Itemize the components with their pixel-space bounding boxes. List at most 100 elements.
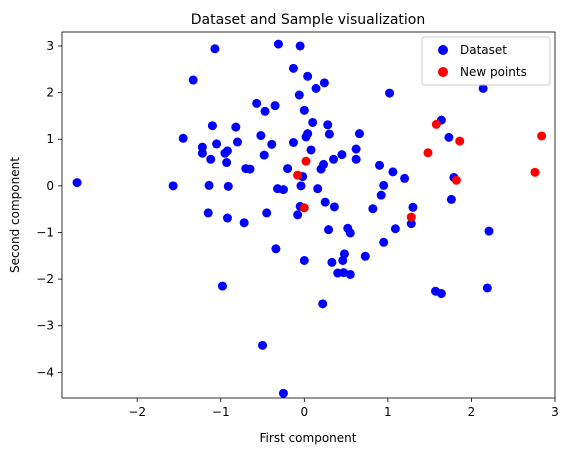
- dataset-point: [168, 181, 178, 191]
- dataset-point: [319, 159, 329, 169]
- dataset-point: [295, 41, 305, 51]
- y-tick-label: 1: [46, 132, 54, 146]
- dataset-point: [288, 63, 298, 73]
- x-tick-label: 0: [301, 405, 309, 419]
- dataset-point: [273, 39, 283, 49]
- dataset-point: [212, 139, 222, 149]
- new-point: [301, 156, 311, 166]
- dataset-point: [231, 122, 241, 132]
- dataset-point: [329, 154, 339, 164]
- dataset-point: [482, 283, 492, 293]
- dataset-point: [324, 225, 334, 235]
- new-point: [537, 131, 547, 141]
- dataset-point: [318, 299, 328, 309]
- dataset-point: [308, 117, 318, 127]
- dataset-point: [288, 137, 298, 147]
- dataset-point: [319, 78, 329, 88]
- y-tick-label: 3: [46, 39, 54, 53]
- x-axis-label: First component: [260, 431, 357, 445]
- dataset-point: [222, 213, 232, 223]
- dataset-point: [278, 185, 288, 195]
- legend-marker-dataset: [438, 45, 448, 55]
- dataset-point: [178, 133, 188, 143]
- dataset-point: [303, 129, 313, 139]
- dataset-point: [375, 160, 385, 170]
- dataset-point: [311, 83, 321, 93]
- dataset-point: [478, 83, 488, 93]
- dataset-point: [72, 178, 82, 188]
- dataset-point: [217, 281, 227, 291]
- y-tick-label: −1: [36, 225, 54, 239]
- dataset-point: [270, 101, 280, 111]
- dataset-point: [351, 144, 361, 154]
- dataset-point: [379, 237, 389, 247]
- dataset-point: [337, 150, 347, 160]
- dataset-point: [245, 164, 255, 174]
- dataset-point: [206, 154, 216, 164]
- dataset-point: [313, 184, 323, 194]
- dataset-point: [408, 202, 418, 212]
- dataset-point: [278, 388, 288, 398]
- new-point: [423, 148, 433, 158]
- plot-frame: [61, 31, 556, 399]
- dataset-point: [329, 202, 339, 212]
- legend-label-dataset: Dataset: [460, 43, 507, 57]
- points-layer: [72, 39, 547, 398]
- y-tick-label: 2: [46, 86, 54, 100]
- dataset-point: [222, 158, 232, 168]
- dataset-point: [351, 154, 361, 164]
- dataset-point: [210, 44, 220, 54]
- y-axis-ticks: −4 −3 −2 −1 0 1 2 3: [36, 39, 62, 379]
- dataset-point: [188, 75, 198, 85]
- dataset-point: [267, 139, 277, 149]
- x-axis-ticks: −2 −1 0 1 2 3: [128, 398, 559, 419]
- dataset-point: [293, 210, 303, 220]
- dataset-point: [303, 71, 313, 81]
- dataset-point: [296, 181, 306, 191]
- new-point: [431, 119, 441, 129]
- dataset-point: [436, 289, 446, 299]
- dataset-point: [259, 150, 269, 160]
- x-tick-label: 3: [551, 405, 559, 419]
- legend: Dataset New points: [421, 36, 551, 86]
- dataset-point: [446, 194, 456, 204]
- dataset-point: [271, 244, 281, 254]
- dataset-point: [388, 167, 398, 177]
- legend-label-new-points: New points: [460, 65, 527, 79]
- new-point: [299, 203, 309, 213]
- dataset-point: [400, 173, 410, 183]
- dataset-point: [204, 180, 214, 190]
- dataset-point: [379, 180, 389, 190]
- new-point: [406, 212, 416, 222]
- dataset-point: [258, 340, 268, 350]
- dataset-point: [385, 88, 395, 98]
- new-point: [455, 136, 465, 146]
- dataset-point: [232, 137, 242, 147]
- dataset-point: [306, 145, 316, 155]
- dataset-point: [197, 148, 207, 158]
- dataset-point: [260, 106, 270, 116]
- dataset-point: [360, 251, 370, 261]
- dataset-point: [203, 208, 213, 218]
- dataset-point: [345, 228, 355, 238]
- plot-background: [62, 32, 555, 398]
- dataset-point: [323, 120, 333, 130]
- dataset-point: [223, 181, 233, 191]
- dataset-point: [390, 224, 400, 234]
- dataset-point: [252, 98, 262, 108]
- dataset-point: [299, 255, 309, 265]
- x-tick-label: −1: [212, 405, 230, 419]
- y-axis-label: Second component: [8, 157, 22, 273]
- dataset-point: [324, 129, 334, 139]
- dataset-point: [327, 257, 337, 267]
- dataset-point: [345, 269, 355, 279]
- dataset-point: [354, 129, 364, 139]
- x-tick-label: 2: [468, 405, 476, 419]
- legend-frame: [421, 36, 551, 86]
- dataset-point: [339, 249, 349, 259]
- dataset-point: [444, 132, 454, 142]
- dataset-point: [256, 131, 266, 141]
- dataset-point: [222, 146, 232, 156]
- chart-title: Dataset and Sample visualization: [191, 12, 425, 28]
